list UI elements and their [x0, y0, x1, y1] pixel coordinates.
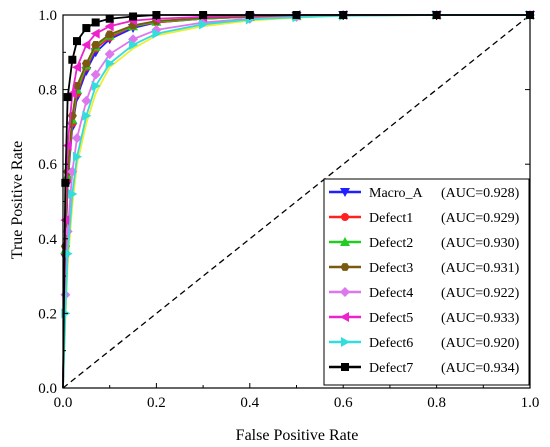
y-tick-label: 0.4 — [38, 232, 57, 248]
legend-auc-label: (AUC=0.931) — [441, 261, 520, 276]
y-tick-label: 1.0 — [38, 8, 57, 24]
series-point — [82, 24, 91, 33]
series-point — [68, 55, 77, 64]
legend-label: Defect7 — [369, 361, 413, 376]
y-tick-label: 0.6 — [38, 157, 57, 173]
legend-auc-label: (AUC=0.934) — [441, 361, 520, 376]
series-point — [91, 80, 101, 91]
x-tick-label: 0.0 — [54, 395, 73, 411]
legend-entry-defect1: Defect1 (AUC=0.929) — [329, 211, 520, 226]
series-line — [62, 14, 530, 389]
series-point — [104, 21, 114, 32]
series-point — [129, 39, 139, 50]
series-point — [73, 37, 82, 46]
legend-swatch-marker — [340, 263, 350, 271]
legend-label: Defect6 — [369, 336, 413, 351]
legend-swatch-marker — [340, 237, 350, 246]
series-point — [81, 59, 91, 68]
series-point — [68, 189, 78, 200]
legend-entry-defect2: Defect2 (AUC=0.930) — [329, 236, 520, 251]
series-point — [67, 88, 77, 99]
legend-swatch-marker — [341, 363, 349, 371]
legend-entry-macro_a: Macro_A (AUC=0.928) — [329, 186, 520, 201]
legend-auc-label: (AUC=0.929) — [441, 211, 520, 226]
series-point — [90, 69, 101, 80]
y-axis-title: True Positive Rate — [9, 141, 26, 260]
legend-label: Defect4 — [369, 286, 413, 301]
legend-label: Defect5 — [369, 311, 413, 326]
x-tick-label: 0.2 — [147, 395, 166, 411]
legend-label: Defect1 — [369, 211, 413, 226]
series-point — [104, 49, 115, 60]
legend-entry-defect6: Defect6 (AUC=0.920) — [329, 336, 520, 351]
legend-auc-label: (AUC=0.920) — [441, 336, 520, 351]
x-tick-label: 0.6 — [334, 395, 353, 411]
series-point — [72, 133, 83, 144]
series-point — [105, 58, 115, 69]
x-tick-label: 0.4 — [240, 395, 259, 411]
series-point — [72, 62, 82, 73]
legend: Macro_A (AUC=0.928)Defect1 (AUC=0.929)Defe… — [323, 178, 530, 386]
series-point — [91, 40, 101, 49]
legend-auc-label: (AUC=0.928) — [441, 186, 520, 201]
series-point — [82, 110, 92, 121]
legend-swatch-marker — [340, 312, 349, 322]
legend-entry-defect4: Defect4 (AUC=0.922) — [329, 286, 520, 301]
x-tick-label: 0.8 — [427, 395, 446, 411]
series-point — [73, 151, 83, 162]
series-point — [63, 248, 73, 259]
legend-swatch-marker — [340, 287, 350, 297]
series-point — [199, 19, 209, 30]
legend-entry-defect5: Defect5 (AUC=0.933) — [329, 311, 520, 326]
series-point — [105, 14, 114, 23]
series-point — [90, 28, 100, 39]
series-point — [63, 93, 72, 102]
y-tick-label: 0.0 — [38, 381, 57, 397]
legend-label: Defect2 — [369, 236, 413, 251]
legend-swatch-marker — [340, 188, 350, 197]
series-point — [129, 12, 138, 21]
y-tick-label: 0.2 — [38, 306, 57, 322]
y-tick-label: 0.8 — [38, 83, 57, 99]
series-point — [105, 30, 115, 39]
legend-swatch-marker — [341, 337, 350, 347]
series-point — [81, 39, 91, 50]
legend-auc-label: (AUC=0.933) — [441, 311, 520, 326]
series-point — [67, 111, 77, 120]
legend-auc-label: (AUC=0.930) — [441, 236, 520, 251]
legend-entry-defect7: Defect7 (AUC=0.934) — [329, 361, 520, 376]
series-point — [152, 28, 162, 39]
legend-entry-defect3: Defect3 (AUC=0.931) — [329, 261, 520, 276]
series-point — [61, 178, 70, 187]
x-axis-title: False Positive Rate — [236, 427, 359, 444]
legend-label: Macro_A — [369, 186, 424, 201]
axes-layer: 0.00.0 0.2 0.2 0.4 0.4 0.6 0.6 0.8 0.8 1.0 1.0 — [38, 8, 539, 411]
x-tick-label: 1.0 — [521, 395, 540, 411]
series-point — [91, 18, 100, 27]
legend-swatch-marker — [341, 213, 349, 221]
legend-label: Defect3 — [369, 261, 413, 276]
legend-box — [323, 178, 530, 386]
legend-auc-label: (AUC=0.922) — [441, 286, 520, 301]
series-point — [81, 95, 92, 106]
